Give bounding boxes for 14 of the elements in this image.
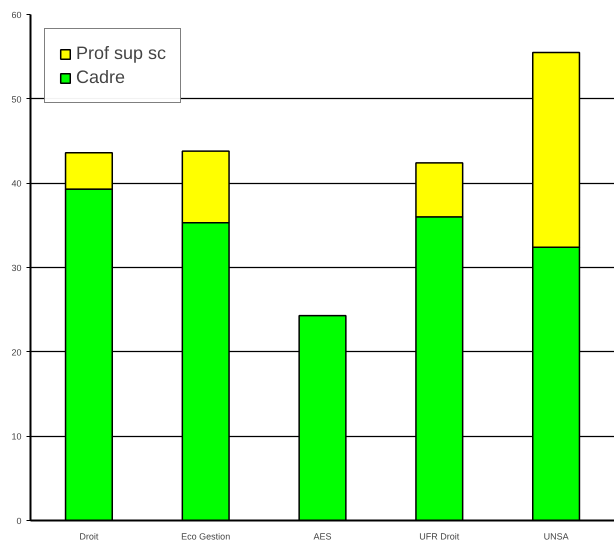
y-tick-label: 10 — [11, 432, 22, 442]
y-tick-label: 40 — [11, 178, 22, 189]
legend-label: Prof sup sc — [76, 43, 166, 64]
y-tick-label: 60 — [11, 10, 22, 20]
y-tick-label: 0 — [16, 516, 22, 526]
x-tick-label: Eco Gestion — [181, 532, 230, 542]
y-tick-label: 20 — [11, 347, 22, 358]
y-tick-label: 30 — [11, 263, 22, 273]
x-tick-label: UFR Droit — [419, 532, 460, 542]
x-tick-label: Droit — [79, 532, 99, 542]
x-tick-label: AES — [313, 532, 332, 542]
legend-label: Cadre — [76, 67, 126, 88]
x-tick-label: UNSA — [544, 532, 569, 542]
y-tick-label: 50 — [11, 94, 22, 104]
